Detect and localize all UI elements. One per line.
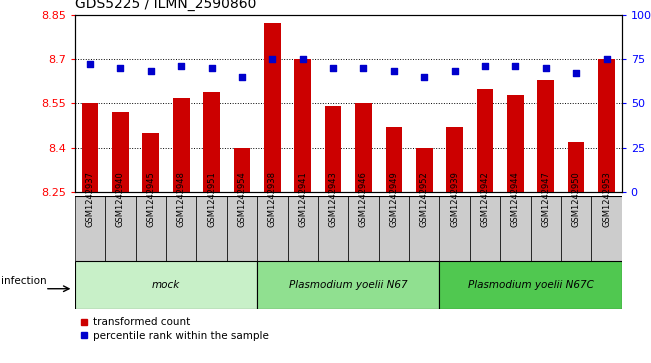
Bar [325, 106, 341, 192]
Text: GSM1242950: GSM1242950 [572, 172, 581, 227]
Bar [257, 196, 288, 261]
Point [389, 69, 399, 74]
Point [510, 63, 521, 69]
Text: GSM1242949: GSM1242949 [389, 172, 398, 227]
Bar [537, 80, 554, 192]
Text: GSM1242951: GSM1242951 [207, 172, 216, 227]
Legend: transformed count, percentile rank within the sample: transformed count, percentile rank withi… [80, 317, 268, 340]
Text: GSM1242941: GSM1242941 [298, 172, 307, 227]
Text: GSM1242947: GSM1242947 [541, 171, 550, 227]
Text: GSM1242952: GSM1242952 [420, 172, 429, 227]
Bar [439, 196, 470, 261]
Point [540, 65, 551, 71]
Bar [173, 98, 189, 192]
Bar [446, 127, 463, 192]
Text: GSM1242938: GSM1242938 [268, 171, 277, 227]
Text: GSM1242948: GSM1242948 [176, 171, 186, 227]
Text: Plasmodium yoelii N67C: Plasmodium yoelii N67C [467, 280, 594, 290]
Bar [385, 127, 402, 192]
Bar [500, 196, 531, 261]
Text: GSM1242954: GSM1242954 [238, 172, 247, 227]
Bar [288, 196, 318, 261]
Point [602, 56, 612, 62]
Bar [82, 103, 98, 192]
Text: GSM1242940: GSM1242940 [116, 172, 125, 227]
Point [85, 61, 95, 67]
Bar [166, 196, 197, 261]
Point [449, 69, 460, 74]
Text: GSM1242943: GSM1242943 [329, 171, 338, 227]
Point [176, 63, 186, 69]
Bar [561, 196, 591, 261]
Bar [379, 196, 409, 261]
Point [267, 56, 277, 62]
Text: GSM1242939: GSM1242939 [450, 171, 459, 227]
Bar [105, 196, 135, 261]
Bar [203, 91, 220, 192]
Bar [257, 261, 439, 309]
Text: mock: mock [152, 280, 180, 290]
Point [419, 74, 430, 79]
Bar [477, 89, 493, 192]
Bar [75, 261, 257, 309]
Text: GDS5225 / ILMN_2590860: GDS5225 / ILMN_2590860 [75, 0, 256, 11]
Point [206, 65, 217, 71]
Point [237, 74, 247, 79]
Point [115, 65, 126, 71]
Text: GSM1242953: GSM1242953 [602, 171, 611, 227]
Bar [470, 196, 500, 261]
Text: GSM1242937: GSM1242937 [85, 171, 94, 227]
Bar [507, 94, 523, 192]
Bar [234, 148, 250, 192]
Point [146, 69, 156, 74]
Bar [294, 59, 311, 192]
Bar [416, 148, 432, 192]
Bar [135, 196, 166, 261]
Text: infection: infection [1, 276, 47, 286]
Text: GSM1242946: GSM1242946 [359, 171, 368, 227]
Point [571, 70, 581, 76]
Bar [348, 196, 379, 261]
Bar [318, 196, 348, 261]
Point [298, 56, 308, 62]
Bar [227, 196, 257, 261]
Bar [264, 23, 281, 192]
Bar [112, 112, 129, 192]
Text: Plasmodium yoelii N67: Plasmodium yoelii N67 [289, 280, 408, 290]
Bar [75, 196, 105, 261]
Point [480, 63, 490, 69]
Bar [355, 103, 372, 192]
Bar [598, 59, 615, 192]
Bar [591, 196, 622, 261]
Text: GSM1242944: GSM1242944 [511, 172, 520, 227]
Bar [197, 196, 227, 261]
Text: GSM1242942: GSM1242942 [480, 172, 490, 227]
Point [358, 65, 368, 71]
Point [328, 65, 339, 71]
Bar [409, 196, 439, 261]
Bar [531, 196, 561, 261]
Bar [568, 142, 585, 192]
Bar [439, 261, 622, 309]
Bar [143, 133, 159, 192]
Text: GSM1242945: GSM1242945 [146, 172, 156, 227]
